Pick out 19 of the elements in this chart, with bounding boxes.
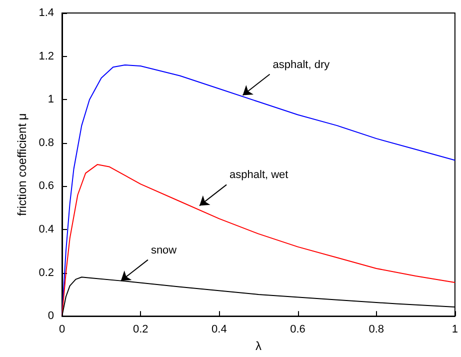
y-tick-label: 1.2 — [38, 50, 54, 62]
x-tick-label: 0.2 — [132, 324, 148, 336]
x-tick-label: 0.4 — [212, 324, 227, 336]
annotation: snow — [150, 244, 177, 256]
x-tick-label: 0.8 — [368, 324, 384, 336]
y-tick-label: 0.8 — [38, 136, 54, 149]
x-tick-label: 0.6 — [290, 324, 306, 336]
x-tick-label: 0 — [58, 324, 66, 336]
y-tick-label: 0.6 — [38, 180, 54, 192]
annotation: asphalt, wet — [230, 169, 288, 182]
y-tick-label: 0.4 — [38, 224, 54, 236]
x-tick-label: 1 — [452, 324, 458, 336]
x-axis-title: λ — [255, 339, 262, 353]
y-tick-label: 1.4 — [38, 7, 54, 19]
y-tick-label: 0 — [48, 310, 54, 322]
y-tick-label: 1 — [48, 94, 54, 106]
annotation: asphalt, dry — [272, 58, 330, 71]
y-axis-title: friction coefficient μ — [14, 113, 29, 216]
y-tick-label: 0.2 — [38, 266, 54, 279]
